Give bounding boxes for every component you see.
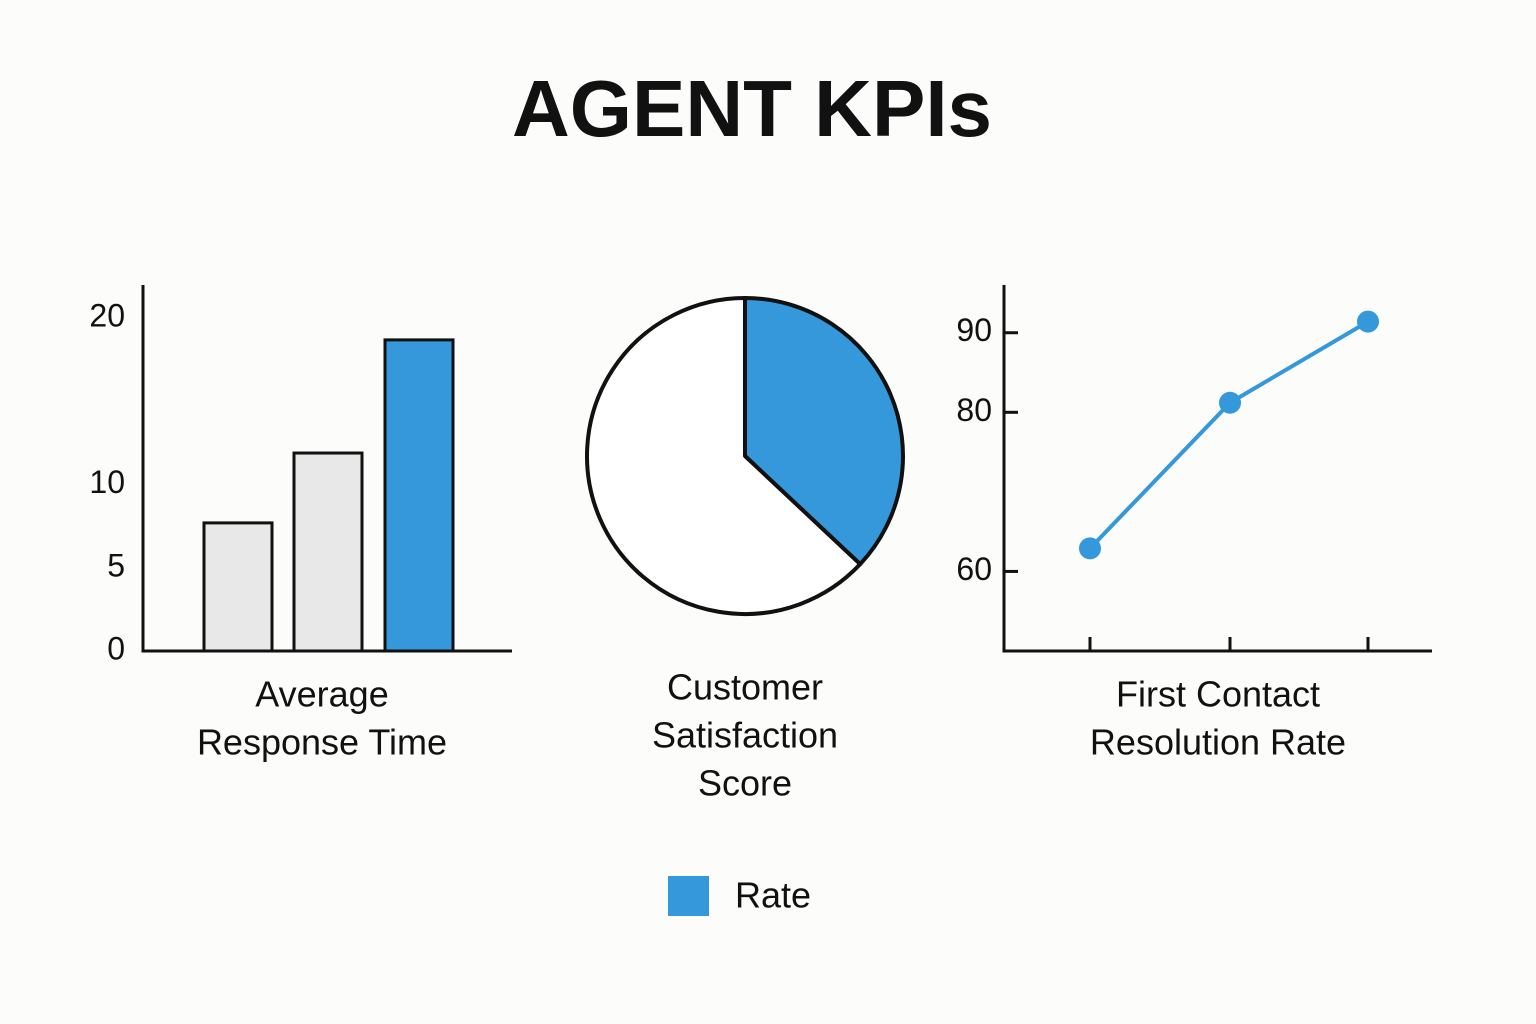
y-tick-label: 0 xyxy=(107,630,125,666)
y-tick-label: 20 xyxy=(89,298,125,334)
y-tick-label: 90 xyxy=(956,312,992,348)
pie-slice xyxy=(585,296,863,616)
point xyxy=(1079,537,1101,560)
chart-label: Resolution Rate xyxy=(1090,722,1346,763)
chart-label: Score xyxy=(698,763,792,804)
pie-slice xyxy=(743,296,905,567)
bar xyxy=(202,521,274,653)
y-tick-label: 10 xyxy=(89,464,125,500)
bar xyxy=(383,338,455,653)
y-tick-label: 80 xyxy=(956,392,992,428)
legend-swatch xyxy=(668,876,709,916)
chart-label: First Contact xyxy=(1116,674,1320,715)
y-tick-label: 5 xyxy=(107,547,125,583)
chart-label: Average xyxy=(255,674,388,715)
y-tick-label: 60 xyxy=(956,551,992,587)
chart-label: Response Time xyxy=(197,722,447,763)
chart-label: Customer xyxy=(667,667,823,708)
axis xyxy=(1002,285,1432,653)
chart-label: Satisfaction xyxy=(652,715,838,756)
page-title: AGENT KPIs xyxy=(512,64,992,153)
point xyxy=(1219,391,1241,414)
point xyxy=(1357,310,1379,333)
legend-label: Rate xyxy=(735,875,811,916)
bar xyxy=(292,451,364,653)
